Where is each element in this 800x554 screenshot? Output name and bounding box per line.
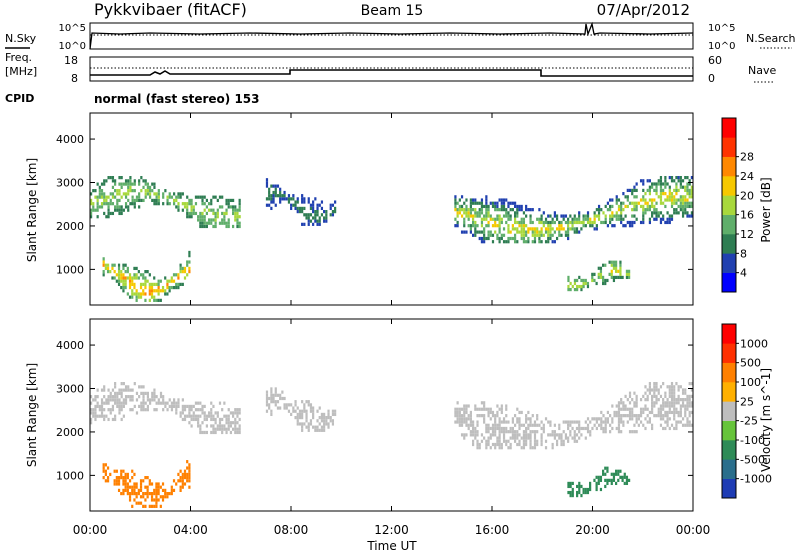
freq-tick-low: 8 <box>71 72 78 85</box>
velocity-y-axis-label: Slant Range [km] <box>25 363 39 467</box>
colorbar-tick-label: 500 <box>740 357 761 370</box>
colorbar-segment <box>722 382 736 402</box>
x-tick-label: 00:00 <box>73 523 108 537</box>
n-search-tick-low: 10^0 <box>708 41 735 52</box>
colorbar-segment <box>722 324 736 344</box>
colorbar-segment <box>722 272 736 293</box>
x-tick-label: 04:00 <box>173 523 208 537</box>
colorbar-tick-label: 12 <box>740 228 754 241</box>
nave-tick-low: 0 <box>708 72 715 85</box>
echo-region <box>454 175 693 244</box>
echo-region <box>102 250 191 302</box>
colorbar-segment <box>722 440 736 460</box>
colorbar-segment <box>722 214 736 235</box>
freq-panel-frame <box>89 56 694 82</box>
power-y-ticks: 1000 2000 3000 4000 <box>56 133 693 276</box>
velocity-colorbar-label: Velocity [m s^-1] <box>759 368 773 472</box>
cpid-label: CPID <box>5 92 34 105</box>
x-tick-label: 12:00 <box>374 523 409 537</box>
beam-label: Beam 15 <box>361 3 424 19</box>
colorbar-segment <box>722 195 736 215</box>
n-search-tick-high: 10^5 <box>708 23 735 34</box>
y-tick-label: 2000 <box>56 426 84 439</box>
colorbar-frame <box>721 323 737 499</box>
colorbar-segment <box>722 459 736 479</box>
n-sky-label: N.Sky <box>5 32 37 45</box>
x-tick-label: 16:00 <box>475 523 510 537</box>
power-echo-layer <box>90 175 693 302</box>
n-sky-tick-high: 10^5 <box>59 23 86 34</box>
colorbar-tick-label: 4 <box>740 267 747 280</box>
colorbar-segment <box>722 401 736 421</box>
station-title: Pykkvibaer (fitACF) <box>94 0 247 19</box>
colorbar-segment <box>722 156 736 177</box>
echo-region <box>567 260 631 292</box>
velocity-colorbar: 1000 500 100 25 -25 -100 -500 -1000 <box>721 323 772 499</box>
colorbar-segment <box>722 478 736 499</box>
colorbar-tick-label: 100 <box>740 376 761 389</box>
power-y-axis-label: Slant Range [km] <box>25 158 39 262</box>
time-axis-label: Time UT <box>366 539 417 553</box>
echo-region <box>90 176 241 229</box>
colorbar-segment <box>722 253 736 273</box>
colorbar-segment <box>722 176 736 196</box>
colorbar-tick-label: 8 <box>740 247 747 260</box>
nave-label: Nave <box>748 64 776 77</box>
freq-unit-label: [MHz] <box>5 65 37 78</box>
colorbar-segment <box>722 362 736 383</box>
power-colorbar: 4 8 12 16 20 24 28 <box>721 117 754 293</box>
colorbar-segment <box>722 118 736 138</box>
colorbar-tick-label: 1000 <box>740 337 768 350</box>
velocity-echo-layer <box>90 381 693 508</box>
y-tick-label: 3000 <box>56 177 84 190</box>
colorbar-tick-label: 16 <box>740 209 754 222</box>
velocity-y-ticks: 1000 2000 3000 4000 <box>56 339 693 482</box>
echo-region <box>265 178 337 226</box>
y-tick-label: 1000 <box>56 469 84 482</box>
colorbar-tick-label: 28 <box>740 151 754 164</box>
colorbar-tick-label: -100 <box>740 434 765 447</box>
colorbar-segment <box>722 343 736 363</box>
colorbar-tick-label: -1000 <box>740 473 772 486</box>
x-tick-label: 00:00 <box>676 523 711 537</box>
colorbar-tick-label: 20 <box>740 189 754 202</box>
echo-region <box>90 382 241 435</box>
n-sky-trace <box>89 21 694 50</box>
y-tick-label: 3000 <box>56 383 84 396</box>
power-colorbar-label: Power [dB] <box>759 177 773 242</box>
y-tick-label: 2000 <box>56 220 84 233</box>
colorbar-segment <box>722 234 736 254</box>
time-x-ticks: 00:00 04:00 08:00 12:00 16:00 20:00 00:00 <box>73 113 711 537</box>
echo-region <box>265 387 337 432</box>
y-tick-label: 4000 <box>56 133 84 146</box>
colorbar-segment <box>722 137 736 157</box>
freq-label: Freq. <box>5 51 32 64</box>
noise-panel-frame <box>89 22 694 50</box>
n-sky-tick-low: 10^0 <box>59 41 86 52</box>
colorbar-frame <box>721 117 737 293</box>
cpid-text: normal (fast stereo) 153 <box>94 92 260 106</box>
x-tick-label: 08:00 <box>274 523 309 537</box>
colorbar-tick-label: -500 <box>740 453 765 466</box>
echo-region <box>567 466 631 498</box>
x-tick-label: 20:00 <box>575 523 610 537</box>
y-tick-label: 1000 <box>56 263 84 276</box>
freq-tick-high: 18 <box>64 54 78 67</box>
colorbar-tick-label: 25 <box>740 395 754 408</box>
colorbar-tick-label: -25 <box>740 415 758 428</box>
nave-tick-high: 60 <box>708 54 722 67</box>
colorbar-segment <box>722 420 736 441</box>
colorbar-tick-label: 24 <box>740 170 754 183</box>
date-label: 07/Apr/2012 <box>597 1 690 19</box>
echo-region <box>102 460 191 508</box>
n-search-label: N.Search <box>746 32 796 45</box>
echo-region <box>454 381 693 450</box>
freq-trace <box>90 69 693 77</box>
y-tick-label: 4000 <box>56 339 84 352</box>
